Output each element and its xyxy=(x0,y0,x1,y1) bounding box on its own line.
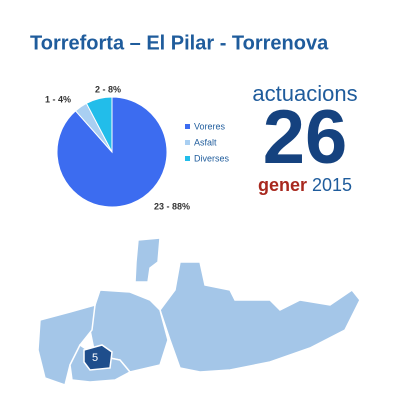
map-district xyxy=(159,261,361,373)
slice-label: 23 - 88% xyxy=(154,201,190,211)
year: 2015 xyxy=(312,175,352,195)
slice-label: 1 - 4% xyxy=(45,94,71,104)
counter-number: 26 xyxy=(263,95,348,180)
legend-swatch xyxy=(185,156,190,161)
map-label: 5 xyxy=(92,352,98,364)
pie-chart: 23 - 88% Voreres 1 - 4% Asfalt 2 - 8% Diverse… xyxy=(45,84,230,211)
pie-slice xyxy=(85,96,113,153)
map: 5 xyxy=(37,237,361,386)
title: Torreforta – El Pilar - Torrenova xyxy=(30,32,329,54)
counter-caption: actuacions xyxy=(252,81,357,106)
counter-date: gener 2015 xyxy=(258,175,352,195)
legend-label: Diverses xyxy=(194,153,230,163)
legend-swatch xyxy=(185,124,190,129)
legend-label: Asfalt xyxy=(194,137,217,147)
map-district xyxy=(134,237,161,283)
month: gener xyxy=(258,175,307,195)
slice-label: 2 - 8% xyxy=(95,84,121,94)
map-district-highlight xyxy=(83,344,113,371)
legend-label: Voreres xyxy=(194,121,226,131)
legend-swatch xyxy=(185,140,190,145)
